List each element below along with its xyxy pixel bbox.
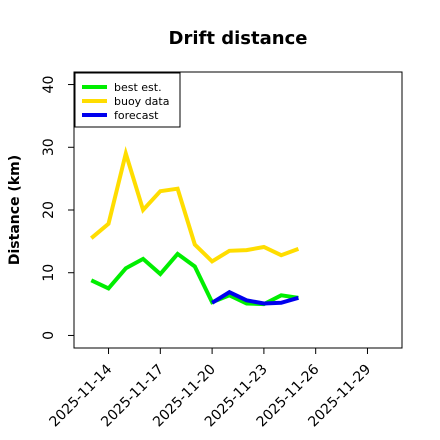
y-axis-label: Distance (km) [7, 155, 23, 265]
series-line-best-est- [90, 251, 299, 307]
plot-frame [73, 71, 403, 349]
series-line-forecast [211, 289, 299, 306]
legend-label: forecast [114, 109, 159, 122]
y-tick-label: 20 [41, 201, 57, 219]
y-tick-label: 30 [41, 138, 57, 156]
series-line-buoy-data [90, 145, 300, 264]
legend-label: best est. [114, 81, 162, 94]
y-axis: 0 10 20 30 40 [41, 76, 74, 340]
x-axis: 2025-11-142025-11-172025-11-202025-11-23… [47, 348, 374, 430]
legend-label: buoy data [114, 95, 169, 108]
y-tick-label: 40 [41, 76, 57, 94]
y-tick-label: 0 [41, 331, 57, 340]
plot-area [90, 145, 300, 307]
chart-title: Drift distance [169, 28, 308, 49]
y-tick-label: 10 [41, 264, 57, 282]
